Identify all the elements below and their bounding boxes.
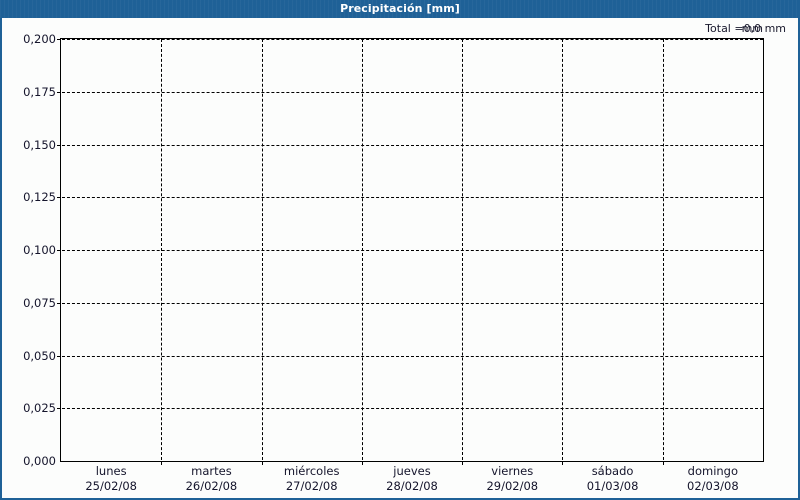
x-axis-date: 01/03/08 xyxy=(586,479,639,493)
gridline-vertical xyxy=(462,39,464,465)
gridline-vertical xyxy=(662,39,664,465)
gridline-horizontal xyxy=(57,39,763,40)
x-axis-date: 27/02/08 xyxy=(285,479,338,493)
y-axis-tick-label: 0,125 xyxy=(23,190,56,205)
gridline-vertical xyxy=(361,39,363,465)
x-axis-day-name: domingo xyxy=(687,464,739,478)
x-axis-date: 02/03/08 xyxy=(687,479,739,493)
y-axis-tick-label: 0,050 xyxy=(23,348,56,363)
y-axis-tick-label: 0,025 xyxy=(23,401,56,416)
gridline-horizontal xyxy=(57,250,763,251)
x-axis-day-name: sábado xyxy=(591,464,634,478)
gridline-horizontal xyxy=(57,355,763,357)
gridline-vertical xyxy=(161,39,163,465)
x-axis-tick-label: sábado 01/03/08 xyxy=(587,464,639,494)
x-axis-day-name: martes xyxy=(191,464,232,478)
x-axis-date: 29/02/08 xyxy=(486,479,539,493)
gridline-horizontal xyxy=(57,408,763,410)
x-axis-tick-label: lunes 25/02/08 xyxy=(85,464,137,494)
y-axis-tick-label: 0,075 xyxy=(23,295,56,310)
x-axis-day-name: miércoles xyxy=(283,464,340,478)
gridline-horizontal xyxy=(57,144,763,146)
x-axis-tick-label: jueves 28/02/08 xyxy=(386,464,438,494)
x-axis-tick-label: viernes 29/02/08 xyxy=(486,464,538,494)
y-axis-unit-label: mm xyxy=(741,22,763,35)
gridline-horizontal xyxy=(57,302,763,304)
x-axis-day-name: jueves xyxy=(393,464,431,478)
x-axis-tick-label: miércoles 27/02/08 xyxy=(284,464,340,494)
y-axis-tick-label: 0,175 xyxy=(23,84,56,99)
x-axis-tick-label: domingo 02/03/08 xyxy=(687,464,739,494)
gridline-horizontal xyxy=(57,197,763,199)
y-axis-tick-label: 0,150 xyxy=(23,137,56,152)
y-axis-tick-label: 0,000 xyxy=(23,454,56,468)
x-axis-day-name: viernes xyxy=(491,464,534,478)
x-axis-date: 26/02/08 xyxy=(185,479,238,493)
x-axis-date: 28/02/08 xyxy=(386,479,438,493)
window-titlebar: Precipitación [mm] xyxy=(0,0,800,18)
gridline-vertical xyxy=(562,39,564,465)
y-axis-tick-label: 0,200 xyxy=(23,32,56,46)
gridline-vertical xyxy=(261,39,263,465)
x-axis-tick-label: martes 26/02/08 xyxy=(186,464,238,494)
gridline-horizontal xyxy=(57,91,763,93)
plot-area: mm 0,200 0,175 0,150 0,125 0,100 0,075 0,050 0,… xyxy=(23,22,764,493)
x-axis-date: 25/02/08 xyxy=(85,479,137,493)
y-axis-tick-label: 0,100 xyxy=(23,243,56,257)
x-axis-day-name: lunes xyxy=(95,464,127,478)
total-annotation: Total =0,0 mm xyxy=(705,22,786,35)
plot-inner: mm 0,200 0,175 0,150 0,125 0,100 0,075 0,050 0,… xyxy=(23,22,763,493)
page-title: Precipitación [mm] xyxy=(340,2,460,15)
